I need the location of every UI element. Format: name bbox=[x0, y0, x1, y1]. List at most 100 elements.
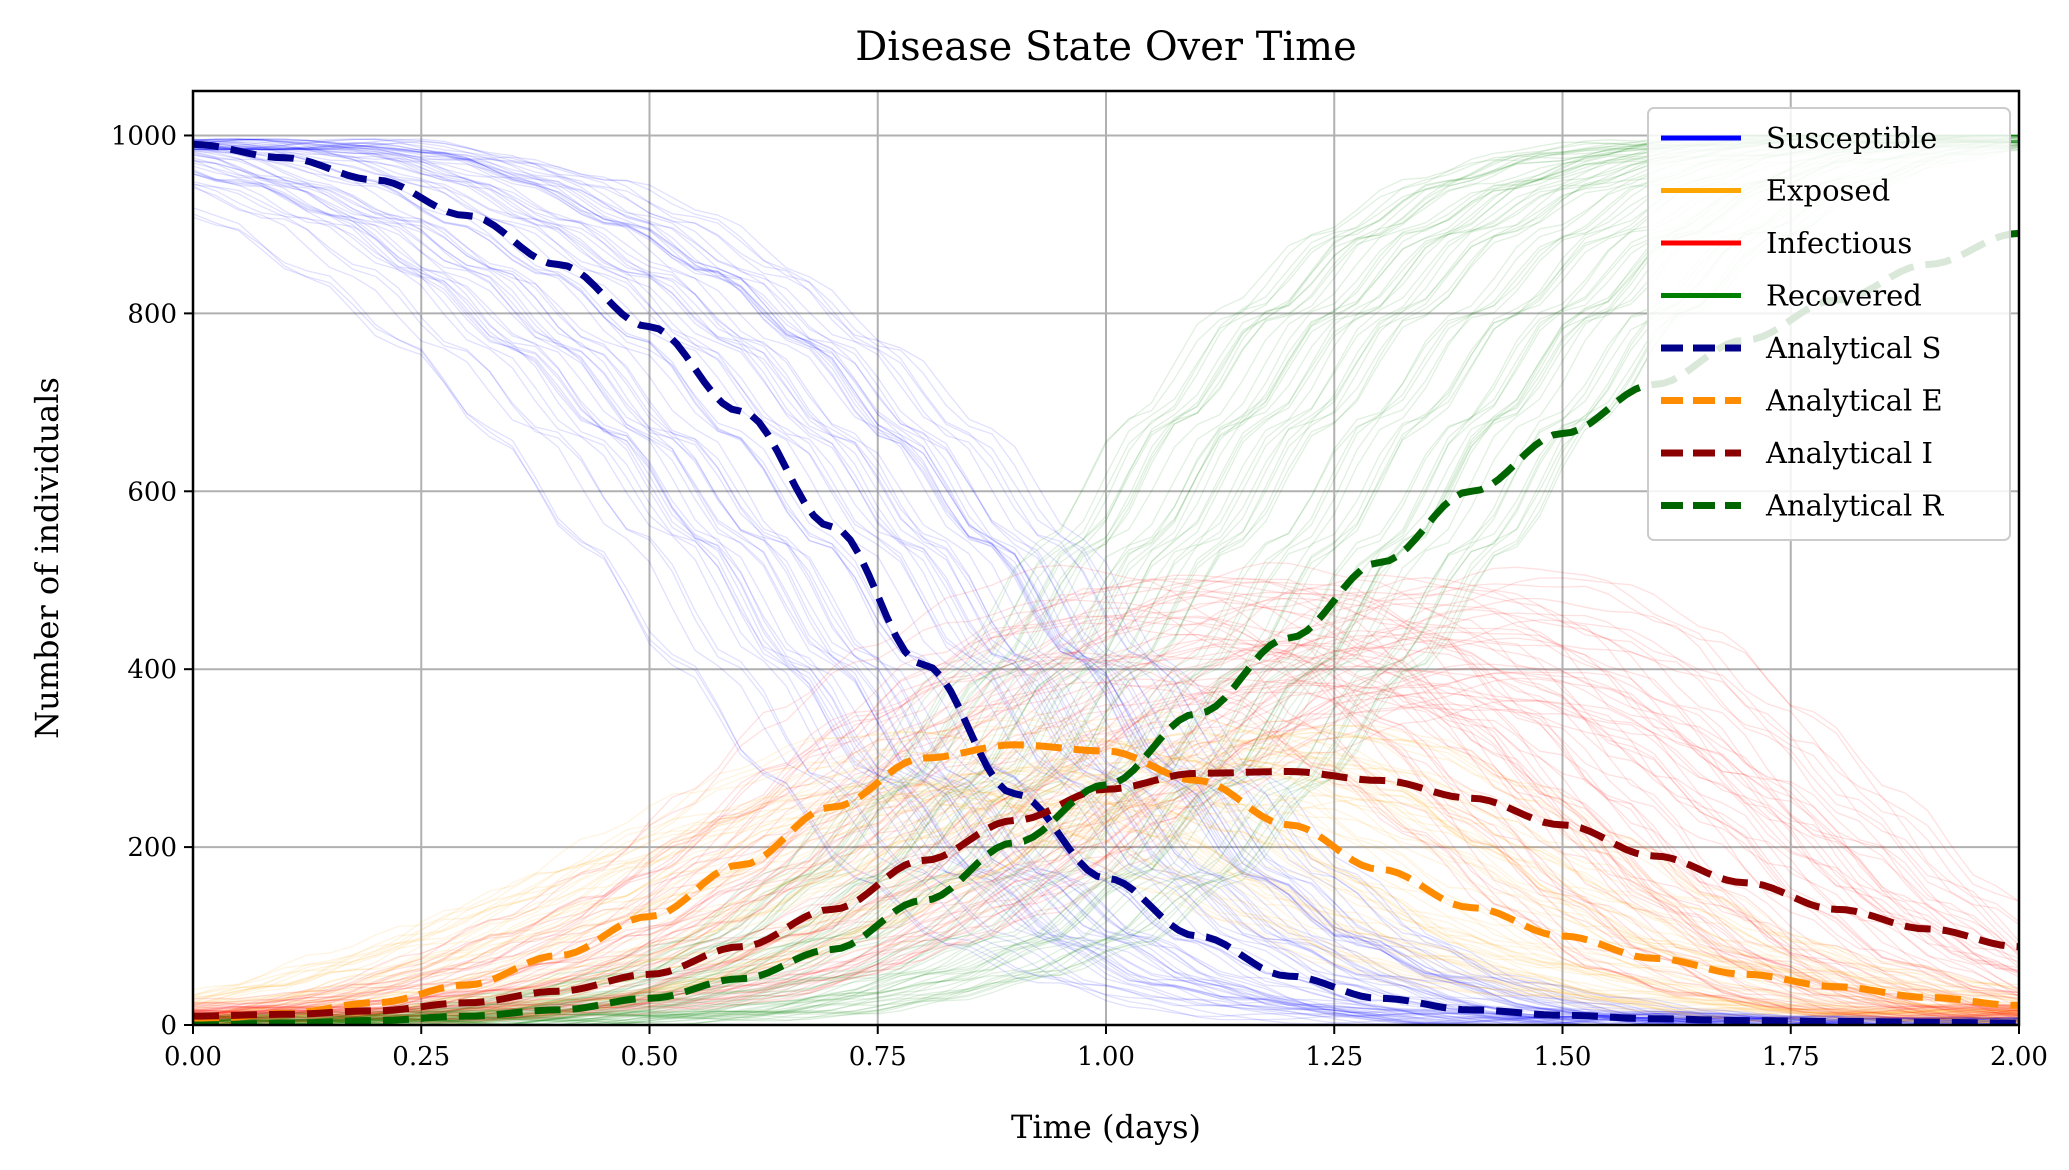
sim-trajectory bbox=[193, 646, 2019, 1023]
sim-trajectory bbox=[193, 751, 2019, 1022]
sim-trajectory bbox=[193, 138, 2019, 1025]
sim-trajectory bbox=[193, 591, 2019, 1017]
sim-trajectory bbox=[193, 140, 2019, 1025]
sim-trajectory bbox=[193, 794, 2019, 1024]
sim-trajectory bbox=[193, 681, 2019, 1020]
sim-trajectory bbox=[193, 577, 2019, 1017]
sim-trajectory bbox=[193, 141, 2019, 1025]
sim-trajectory bbox=[193, 736, 2019, 1023]
sim-trajectory bbox=[193, 143, 2019, 1025]
sim-trajectory bbox=[193, 665, 2019, 1023]
x-tick-label: 0.00 bbox=[164, 1042, 222, 1072]
sim-trajectory bbox=[193, 602, 2019, 1021]
legend-label: Analytical R bbox=[1765, 489, 1945, 523]
sim-trajectory bbox=[193, 740, 2019, 1024]
sim-trajectory bbox=[193, 638, 2019, 1021]
sim-trajectory bbox=[193, 778, 2019, 1023]
sim-trajectory bbox=[193, 577, 2019, 1021]
sim-trajectory bbox=[193, 677, 2019, 1020]
sim-trajectory bbox=[193, 146, 2019, 1025]
sim-trajectory bbox=[193, 636, 2019, 1023]
sim-trajectory bbox=[193, 149, 2019, 1025]
sim-trajectory bbox=[193, 788, 2019, 1022]
sim-trajectory bbox=[193, 145, 2019, 1025]
sim-trajectory bbox=[193, 139, 2019, 1025]
sim-trajectory bbox=[193, 138, 2019, 1025]
y-axis-label: Number of individuals bbox=[28, 377, 66, 739]
sim-trajectory bbox=[193, 761, 2019, 1025]
series-line-analytical-s bbox=[193, 140, 2019, 1025]
sim-trajectory bbox=[193, 718, 2019, 1021]
sim-trajectory bbox=[193, 670, 2019, 1023]
sim-trajectory bbox=[193, 672, 2019, 1023]
sim-trajectory bbox=[193, 671, 2019, 1023]
sim-trajectory bbox=[193, 146, 2019, 1025]
sim-trajectory bbox=[193, 769, 2019, 1022]
sim-trajectory bbox=[193, 585, 2019, 1017]
sim-trajectory bbox=[193, 716, 2019, 1020]
sim-trajectory bbox=[193, 715, 2019, 1024]
sim-trajectory bbox=[193, 637, 2019, 1023]
legend-label: Analytical S bbox=[1765, 331, 1941, 365]
sim-trajectory bbox=[193, 578, 2019, 1018]
sim-trajectory bbox=[193, 658, 2019, 1019]
sim-trajectory bbox=[193, 182, 2019, 1025]
sim-trajectory bbox=[193, 578, 2019, 1017]
sim-trajectory bbox=[193, 781, 2019, 1021]
x-axis-ticks: 0.00 0.25 0.50 0.75 1.00 1.25 1.50 1.75 2.00 bbox=[164, 1025, 2048, 1072]
sim-trajectory bbox=[193, 142, 2019, 1025]
sim-trajectory bbox=[193, 138, 2019, 1025]
x-tick-label: 1.75 bbox=[1762, 1042, 1820, 1072]
sim-trajectory bbox=[193, 790, 2019, 1024]
sim-trajectory bbox=[193, 775, 2019, 1023]
y-tick-label: 0 bbox=[160, 1011, 177, 1041]
sim-trajectory bbox=[193, 802, 2019, 1024]
sim-trajectory bbox=[193, 706, 2019, 1019]
sim-trajectory bbox=[193, 138, 2019, 1025]
series-line-analytical-e bbox=[193, 741, 2019, 1025]
sim-trajectory bbox=[193, 216, 2019, 1025]
y-axis-ticks: 0 200 400 600 800 1000 bbox=[111, 121, 193, 1041]
sim-trajectory bbox=[193, 173, 2019, 1025]
sim-trajectory bbox=[193, 213, 2019, 1025]
sim-trajectory bbox=[193, 138, 2019, 1025]
sim-trajectory bbox=[193, 614, 2019, 1016]
sim-trajectory bbox=[193, 724, 2019, 1025]
sim-trajectory bbox=[193, 140, 2019, 1025]
series-line-analytical-i bbox=[193, 768, 2019, 1020]
sim-trajectory bbox=[193, 585, 2019, 1022]
sim-trajectory bbox=[193, 170, 2019, 1025]
sim-group-susceptible bbox=[193, 138, 2019, 1025]
sim-trajectory bbox=[193, 142, 2019, 1025]
x-tick-label: 0.25 bbox=[392, 1042, 450, 1072]
sim-trajectory bbox=[193, 612, 2019, 1021]
sim-trajectory bbox=[193, 598, 2019, 1017]
sim-trajectory bbox=[193, 160, 2019, 1025]
sim-trajectory bbox=[193, 564, 2019, 1016]
x-axis-label: Time (days) bbox=[1011, 1108, 1201, 1146]
sim-trajectory bbox=[193, 719, 2019, 1019]
sim-trajectory bbox=[193, 141, 2019, 1025]
sim-trajectory bbox=[193, 180, 2019, 1025]
sim-trajectory bbox=[193, 642, 2019, 1023]
sim-trajectory bbox=[193, 146, 2019, 1025]
sim-trajectory bbox=[193, 781, 2019, 1023]
sim-trajectory bbox=[193, 138, 2019, 1025]
sim-trajectory bbox=[193, 138, 2019, 1025]
legend-label: Infectious bbox=[1766, 226, 1912, 260]
sim-trajectory bbox=[193, 725, 2019, 1022]
sim-trajectory bbox=[193, 615, 2019, 1017]
sim-trajectory bbox=[193, 751, 2019, 1025]
sim-trajectory bbox=[193, 141, 2019, 1025]
sim-trajectory bbox=[193, 591, 2019, 1020]
sim-trajectory bbox=[193, 152, 2019, 1025]
sim-trajectory bbox=[193, 652, 2019, 1019]
y-tick-label: 800 bbox=[127, 299, 177, 329]
legend-label: Susceptible bbox=[1766, 121, 1937, 155]
sim-trajectory bbox=[193, 173, 2019, 1025]
legend-box bbox=[1647, 107, 2011, 541]
sim-trajectory bbox=[193, 138, 2019, 1025]
legend-label: Exposed bbox=[1766, 174, 1890, 208]
sim-trajectory bbox=[193, 781, 2019, 1024]
